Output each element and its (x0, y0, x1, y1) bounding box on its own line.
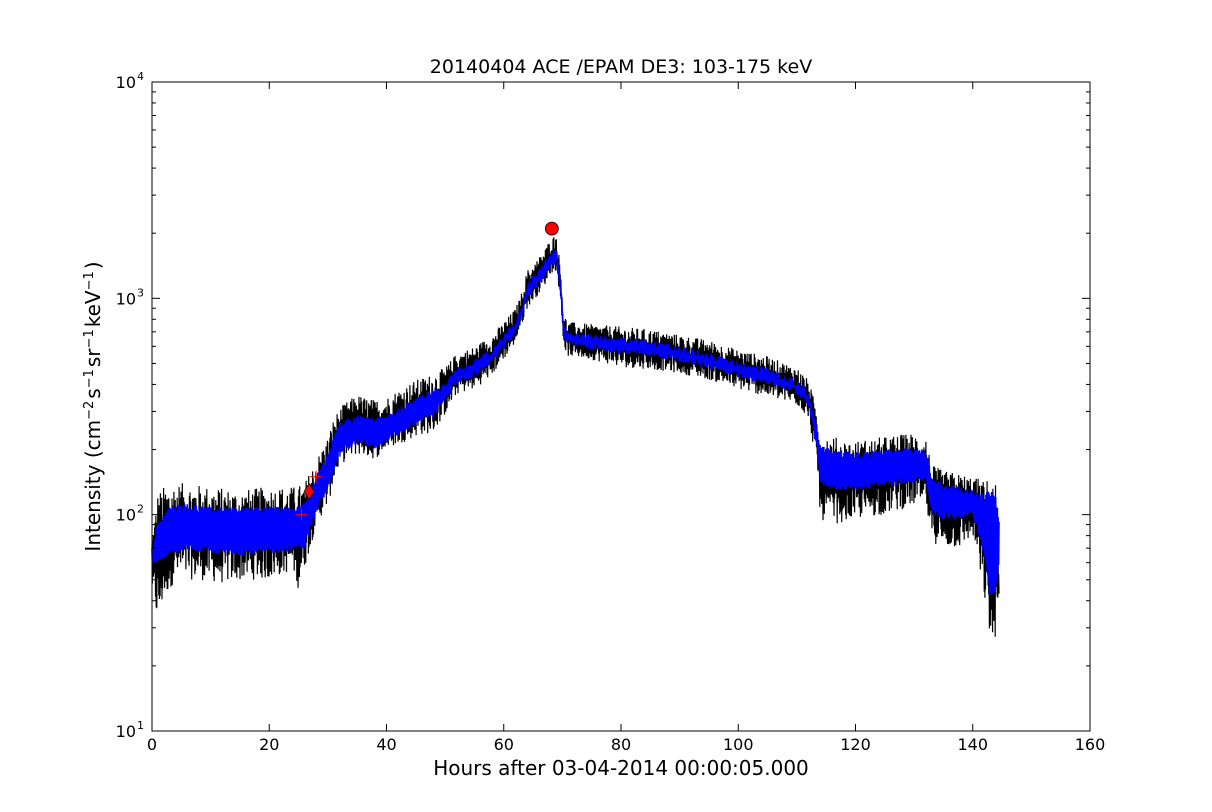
x-tick-label-40: 40 (376, 735, 396, 754)
x-tick-label-160: 160 (1075, 735, 1106, 754)
y-tick-label-10000: 10 (116, 73, 136, 92)
y-label-sup1: −2 (82, 401, 97, 420)
y-tick-label-10: 10 (116, 722, 136, 741)
x-tick-label-80: 80 (611, 735, 631, 754)
y-label-sup2: −1 (82, 369, 97, 388)
y-axis-label: Intensity (cm−2s−1sr−1keV−1) (81, 261, 105, 551)
y-label-mid3: keV (81, 290, 105, 327)
y-tick-exponent-1000: 3 (137, 286, 144, 299)
series-blue-band (151, 250, 1000, 595)
x-axis-label: Hours after 03-04-2014 00:00:05.000 (433, 756, 809, 780)
y-label-mid1: s (81, 388, 105, 398)
x-tick-label-0: 0 (147, 735, 157, 754)
marker-plus-2 (310, 470, 323, 483)
y-label-sup4: −1 (82, 271, 97, 290)
x-tick-label-120: 120 (840, 735, 871, 754)
x-tick-label-140: 140 (957, 735, 988, 754)
chart-title: 20140404 ACE /EPAM DE3: 103-175 keV (430, 56, 812, 78)
y-tick-label-1000: 10 (116, 289, 136, 308)
y-label-suffix: ) (81, 261, 105, 269)
y-label-mid2: sr (81, 348, 105, 367)
x-tick-label-60: 60 (494, 735, 514, 754)
y-tick-exponent-10: 1 (137, 719, 144, 732)
marker-peak-circle-3 (544, 221, 559, 236)
y-label-sup3: −1 (82, 329, 97, 348)
y-tick-exponent-10000: 4 (137, 70, 144, 83)
y-tick-exponent-100: 2 (137, 503, 144, 516)
y-label-prefix: Intensity (cm (81, 420, 105, 552)
plot-data-layer (151, 221, 1000, 637)
y-tick-label-100: 10 (116, 506, 136, 525)
x-tick-label-100: 100 (723, 735, 754, 754)
marker-diamond-1 (303, 482, 315, 501)
x-tick-label-20: 20 (259, 735, 279, 754)
marker-plus-0 (295, 508, 308, 521)
